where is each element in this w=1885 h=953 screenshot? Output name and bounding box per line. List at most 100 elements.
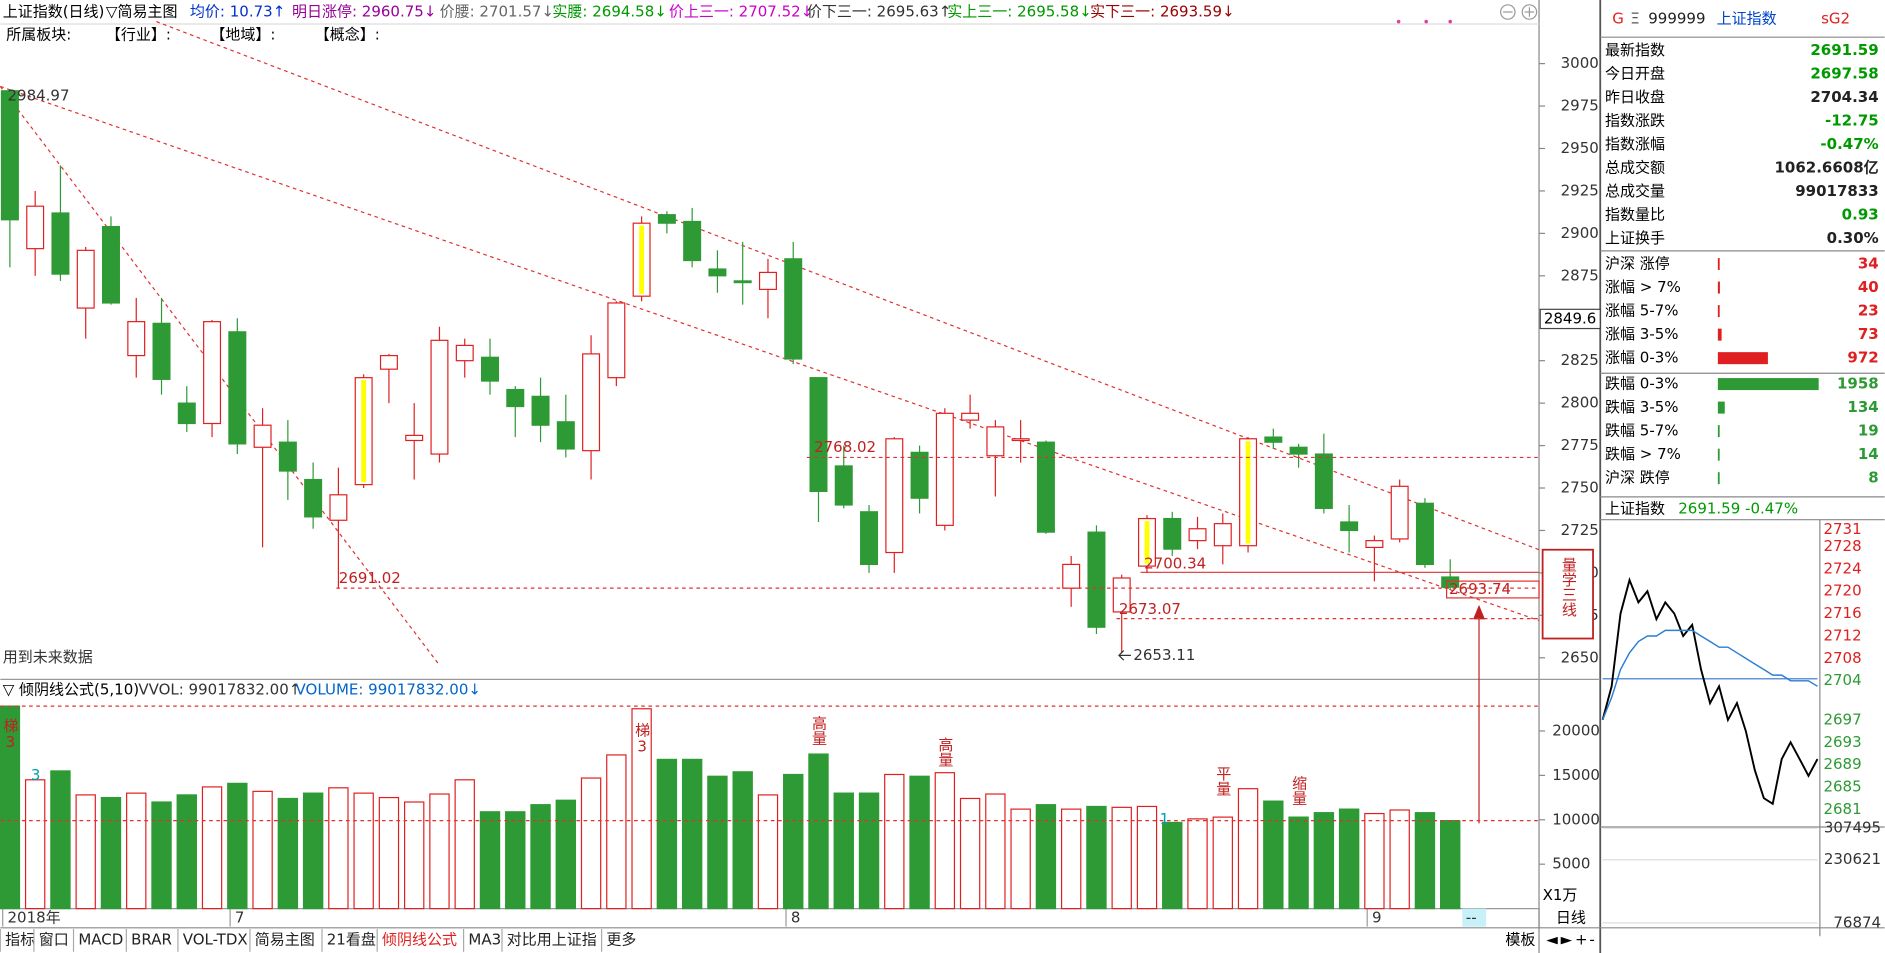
volume-bar (909, 775, 930, 910)
candle-body (657, 214, 676, 224)
y-tick-label: 2689 (1823, 755, 1861, 773)
zoom-out[interactable] (1500, 4, 1516, 20)
tab[interactable]: VOL-TDX (183, 930, 248, 948)
candle-highlight (1245, 441, 1251, 544)
note: 用到未来数据 (3, 648, 93, 666)
y2-tick-label: 230621 (1824, 850, 1881, 868)
volume-bar (757, 794, 779, 910)
candle-body (885, 438, 904, 554)
control[interactable]: ◄ (1546, 930, 1558, 948)
volume-bar (1414, 812, 1436, 910)
volume-bar (429, 793, 450, 910)
breadth-value: 134 (1847, 398, 1878, 416)
volume-bar (530, 804, 551, 910)
volume-tag: 1 (1155, 810, 1173, 828)
overlay-title: 量学三线 (1560, 557, 1578, 617)
tab[interactable]: BRAR (131, 930, 172, 948)
volume-bar (328, 787, 349, 910)
y-tick-label: 2750 (1561, 479, 1599, 497)
volume-tag: 梯3 (1, 718, 19, 751)
volume-bar (858, 792, 880, 910)
template-button[interactable]: 模板 (1505, 930, 1535, 948)
quote-title: sG2 (1821, 10, 1850, 28)
quote-value: -0.47% (1820, 135, 1878, 153)
tab[interactable]: 窗口 (39, 930, 69, 948)
overlay-box (1541, 548, 1594, 640)
candle-body (304, 478, 323, 518)
breadth-bar (1717, 258, 1720, 271)
volume-bar (656, 758, 678, 910)
tab[interactable]: 倾阴线公式 (382, 930, 457, 948)
y-tick-label: 3000 (1561, 54, 1599, 72)
header-indicator: 实腰: 2694.58↓ (552, 3, 666, 21)
candle-body (556, 421, 575, 450)
volume-bar (707, 775, 728, 910)
tab[interactable]: MA3 (468, 930, 501, 948)
volume-bar (606, 754, 627, 910)
status-box (1462, 908, 1487, 927)
candle-body (986, 426, 1005, 457)
period[interactable]: 日线 (1556, 909, 1586, 927)
quote-title: Ξ (1630, 10, 1639, 28)
control[interactable]: - (1589, 930, 1594, 948)
volume-tag: 缩量 (1290, 775, 1308, 805)
volume-bar (833, 792, 854, 910)
volume-bar (732, 771, 753, 910)
date-label: 7 (235, 909, 245, 927)
header-template[interactable]: ▽简易主图 (106, 3, 178, 21)
volume-tag: 平量 (1214, 766, 1232, 796)
candle-body (1062, 563, 1081, 589)
tab[interactable]: 更多 (606, 930, 636, 948)
volume-bar (884, 773, 905, 910)
candle-body (1087, 531, 1106, 628)
control[interactable]: ► (1561, 930, 1573, 948)
breadth-bar (1717, 328, 1722, 341)
arrow-glyph (1118, 650, 1131, 661)
breadth-label: 跌幅 3-5% (1605, 398, 1679, 416)
candle-body (1264, 436, 1283, 443)
volume-bar (1263, 800, 1284, 910)
y-tick-label: 2875 (1561, 266, 1599, 284)
breadth-value: 972 (1847, 349, 1878, 367)
y-tick-label: 2724 (1823, 559, 1861, 577)
candle-body (1340, 521, 1359, 532)
tab[interactable]: 21看盘 (327, 930, 376, 948)
breadth-value: 19 (1858, 422, 1879, 440)
volume-bar (934, 772, 956, 910)
tab[interactable]: 对比用上证指 (507, 930, 597, 948)
tab[interactable]: 指标 (5, 930, 35, 948)
breadth-label: 涨幅 0-3% (1605, 349, 1679, 367)
candle-body (101, 225, 120, 304)
y-tick-label: 2712 (1823, 626, 1861, 644)
quote-label: 上证换手 (1605, 229, 1665, 247)
quote-value: 0.93 (1842, 206, 1879, 224)
volume-bar (1060, 808, 1082, 910)
breadth-label: 跌幅 5-7% (1605, 422, 1679, 440)
tab[interactable]: 简易主图 (255, 930, 315, 948)
candle-body (228, 331, 247, 445)
volume-tag: 高量 (936, 737, 954, 767)
zoom-in[interactable] (1521, 4, 1538, 20)
price-box (1446, 580, 1540, 599)
candle-body (379, 354, 398, 370)
candle-body (1314, 453, 1333, 509)
candle-body (506, 388, 525, 408)
candle-body (935, 412, 954, 526)
tab[interactable]: MACD (78, 930, 123, 948)
y-tick-label: 2728 (1823, 537, 1861, 555)
volume-bar (176, 794, 197, 910)
candle-body (76, 249, 95, 309)
candle-body (582, 353, 601, 452)
volume-bar (1035, 804, 1057, 910)
volume-bar (681, 758, 703, 910)
candle-body (127, 321, 146, 357)
breadth-value: 73 (1858, 325, 1879, 343)
volume-bar (277, 797, 299, 910)
control[interactable]: + (1575, 930, 1588, 948)
candle-body (1112, 577, 1131, 613)
quote-label: 指数涨跌 (1605, 111, 1665, 129)
volume-bar (631, 708, 652, 910)
quote-label: 指数涨幅 (1605, 135, 1665, 153)
breadth-value: 23 (1858, 302, 1879, 320)
candle-body (733, 280, 752, 284)
